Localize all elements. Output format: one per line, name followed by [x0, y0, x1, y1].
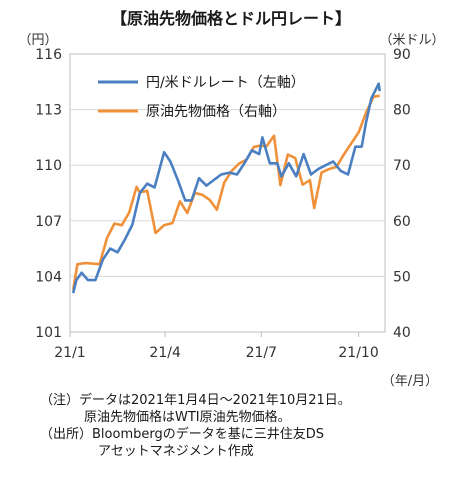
- legend-label: 原油先物価格（右軸）: [146, 104, 286, 120]
- source-line-1: Bloombergのデータを基に三井住友DS: [92, 427, 324, 442]
- x-tick-label: 21/4: [149, 345, 181, 361]
- y-left-tick-label: 104: [35, 269, 62, 285]
- source-line-2: アセットマネジメント作成: [98, 444, 254, 459]
- y-left-ticks: 101 104 107 110 113 116: [35, 47, 62, 341]
- chart-title: 【原油先物価格とドル円レート】: [111, 9, 351, 28]
- y-right-unit-label: （米ドル）: [379, 33, 444, 48]
- grid: [69, 53, 386, 333]
- y-right-tick-label: 40: [393, 325, 411, 341]
- note-line-1: データは2021年1月4日～2021年10月21日。: [79, 393, 351, 408]
- y-right-tick-label: 80: [393, 103, 411, 119]
- y-left-tick-label: 113: [35, 103, 62, 119]
- y-right-tick-label: 60: [393, 214, 411, 230]
- source-row: （出所）Bloombergのデータを基に三井住友DS: [40, 426, 455, 443]
- note-label: （注）: [40, 393, 80, 408]
- y-right-ticks: 40 50 60 70 80 90: [393, 47, 411, 341]
- y-left-tick-label: 116: [35, 47, 62, 63]
- note-row: （注）データは2021年1月4日～2021年10月21日。: [40, 392, 455, 409]
- legend: 円/米ドルレート（左軸） 原油先物価格（右軸）: [98, 75, 305, 120]
- wti-line: [71, 94, 380, 290]
- y-right-tick-label: 90: [393, 47, 411, 63]
- source-row-2: アセットマネジメント作成: [40, 443, 455, 460]
- usdjpy-line: [71, 82, 381, 294]
- source-label: （出所）: [40, 427, 93, 442]
- y-left-tick-label: 107: [35, 214, 62, 230]
- x-ticks: 21/1 21/4 21/7 21/10: [54, 332, 379, 361]
- x-tick-label: 21/7: [246, 345, 277, 361]
- y-left-tick-label: 110: [35, 158, 62, 174]
- y-right-tick-label: 70: [393, 158, 411, 174]
- y-right-tick-label: 50: [393, 269, 411, 285]
- y-left-tick-label: 101: [35, 325, 62, 341]
- y-left-unit-label: （円）: [18, 33, 57, 48]
- x-tick-label: 21/1: [54, 345, 85, 361]
- series-lines: [71, 82, 381, 294]
- notes: （注）データは2021年1月4日～2021年10月21日。 原油先物価格はWTI…: [40, 392, 455, 460]
- x-tick-label: 21/10: [338, 345, 378, 361]
- legend-label: 円/米ドルレート（左軸）: [146, 75, 305, 91]
- note-row-2: 原油先物価格はWTI原油先物価格。: [40, 409, 455, 426]
- chart: 【原油先物価格とドル円レート】 （円） （米ドル） （年/月） 10110410…: [18, 9, 444, 389]
- x-unit-label: （年/月）: [382, 374, 438, 389]
- plot-frame: [69, 53, 386, 333]
- note-line-2: 原油先物価格はWTI原油先物価格。: [84, 410, 291, 425]
